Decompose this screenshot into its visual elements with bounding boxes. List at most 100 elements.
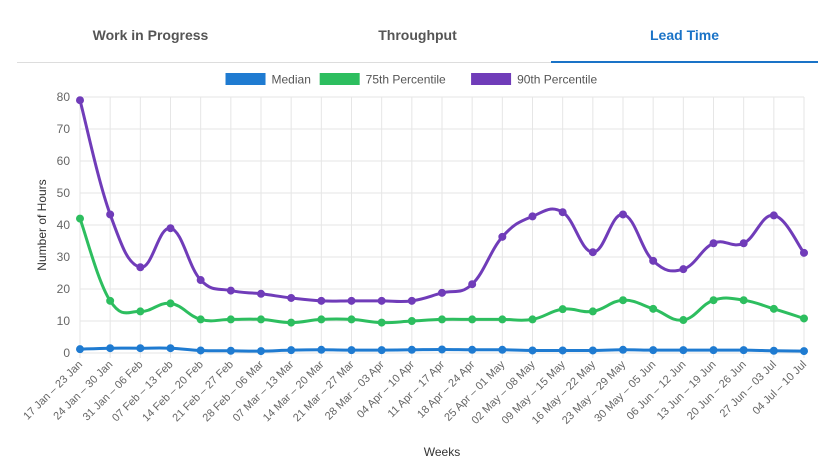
data-point-90th-percentile[interactable] [468, 280, 477, 289]
data-point-75th-percentile[interactable] [257, 315, 265, 324]
y-tick-label: 40 [57, 218, 71, 232]
data-point-75th-percentile[interactable] [287, 318, 296, 327]
data-point-median[interactable] [166, 344, 175, 353]
tab-work-in-progress[interactable]: Work in Progress [92, 27, 209, 43]
data-point-median[interactable] [196, 346, 205, 355]
data-point-median[interactable] [317, 345, 326, 354]
data-point-75th-percentile[interactable] [679, 316, 688, 325]
y-tick-label: 80 [57, 90, 71, 104]
tab-bar: Work in Progress Throughput Lead Time [17, 0, 818, 63]
data-point-90th-percentile[interactable] [136, 263, 145, 272]
data-point-75th-percentile[interactable] [136, 307, 145, 316]
data-point-median[interactable] [76, 345, 84, 354]
data-point-median[interactable] [407, 345, 416, 354]
data-point-90th-percentile[interactable] [800, 248, 808, 257]
data-point-75th-percentile[interactable] [619, 296, 627, 305]
data-point-90th-percentile[interactable] [347, 296, 356, 305]
data-point-75th-percentile[interactable] [438, 315, 446, 324]
data-point-median[interactable] [257, 347, 265, 356]
data-point-median[interactable] [739, 346, 748, 355]
data-point-median[interactable] [377, 346, 386, 355]
data-point-90th-percentile[interactable] [588, 248, 597, 257]
y-axis-ticks: 0 10 20 30 40 50 60 70 80 [57, 90, 71, 360]
data-point-median[interactable] [769, 346, 778, 355]
data-point-median[interactable] [226, 346, 235, 355]
data-point-90th-percentile[interactable] [679, 265, 688, 274]
legend-swatch-median[interactable] [225, 73, 266, 85]
data-point-75th-percentile[interactable] [106, 296, 115, 305]
data-point-90th-percentile[interactable] [438, 288, 446, 297]
data-point-median[interactable] [528, 346, 537, 355]
data-point-75th-percentile[interactable] [468, 315, 477, 324]
data-point-median[interactable] [588, 346, 597, 355]
data-point-median[interactable] [468, 345, 477, 354]
data-point-75th-percentile[interactable] [588, 307, 597, 316]
data-point-90th-percentile[interactable] [257, 289, 265, 298]
data-point-90th-percentile[interactable] [498, 232, 507, 241]
legend-swatch-90th-percentile[interactable] [471, 73, 512, 85]
chart-legend: Median 75th Percentile 90th Percentile [225, 73, 597, 87]
tab-throughput[interactable]: Throughput [378, 27, 457, 43]
data-point-90th-percentile[interactable] [619, 210, 627, 219]
data-point-75th-percentile[interactable] [377, 318, 386, 327]
data-point-90th-percentile[interactable] [649, 256, 658, 265]
y-tick-label: 30 [57, 250, 71, 264]
data-point-90th-percentile[interactable] [76, 96, 84, 105]
data-point-75th-percentile[interactable] [407, 317, 416, 325]
data-point-90th-percentile[interactable] [106, 210, 115, 219]
data-point-median[interactable] [287, 346, 296, 355]
data-point-90th-percentile[interactable] [226, 286, 235, 295]
data-point-75th-percentile[interactable] [166, 299, 175, 308]
y-axis-label: Number of Hours [35, 179, 49, 270]
legend-label-median[interactable]: Median [272, 73, 311, 87]
data-point-75th-percentile[interactable] [76, 214, 84, 223]
data-point-75th-percentile[interactable] [317, 315, 326, 324]
y-tick-label: 50 [57, 186, 71, 200]
data-point-75th-percentile[interactable] [196, 315, 205, 324]
data-point-90th-percentile[interactable] [739, 239, 748, 248]
data-point-75th-percentile[interactable] [347, 315, 356, 324]
data-point-90th-percentile[interactable] [166, 224, 175, 233]
data-point-75th-percentile[interactable] [528, 315, 537, 324]
data-point-median[interactable] [649, 346, 658, 355]
y-tick-label: 60 [57, 154, 71, 168]
data-point-median[interactable] [709, 346, 718, 355]
data-point-median[interactable] [106, 344, 115, 353]
data-point-75th-percentile[interactable] [800, 314, 808, 323]
y-tick-label: 10 [57, 314, 71, 328]
data-point-90th-percentile[interactable] [407, 296, 416, 305]
data-point-median[interactable] [438, 345, 446, 354]
legend-swatch-75th-percentile[interactable] [319, 73, 360, 85]
data-point-median[interactable] [136, 344, 145, 353]
data-point-90th-percentile[interactable] [317, 296, 326, 305]
data-point-median[interactable] [558, 346, 567, 355]
data-point-median[interactable] [619, 345, 627, 354]
chart-series [76, 96, 808, 356]
data-point-median[interactable] [679, 346, 688, 355]
data-point-90th-percentile[interactable] [709, 239, 718, 248]
x-axis-label: Weeks [424, 445, 460, 459]
data-point-90th-percentile[interactable] [287, 293, 296, 302]
x-tick-label: 04 Jul – 10 Jul [750, 359, 809, 418]
legend-label-75th-percentile[interactable]: 75th Percentile [366, 73, 446, 87]
data-point-75th-percentile[interactable] [558, 305, 567, 314]
tab-lead-time[interactable]: Lead Time [551, 0, 818, 63]
data-point-median[interactable] [498, 345, 507, 354]
data-point-75th-percentile[interactable] [226, 315, 235, 324]
data-point-median[interactable] [800, 347, 808, 356]
data-point-75th-percentile[interactable] [649, 304, 658, 313]
data-point-median[interactable] [347, 346, 356, 355]
data-point-75th-percentile[interactable] [709, 296, 718, 305]
data-point-90th-percentile[interactable] [769, 211, 778, 220]
legend-label-90th-percentile[interactable]: 90th Percentile [517, 73, 597, 87]
y-tick-label: 0 [63, 346, 70, 360]
lead-time-chart: Median 75th Percentile 90th Percentile 0 10… [21, 73, 809, 460]
data-point-90th-percentile[interactable] [196, 276, 205, 285]
data-point-75th-percentile[interactable] [498, 315, 507, 324]
data-point-75th-percentile[interactable] [739, 296, 748, 305]
data-point-90th-percentile[interactable] [528, 212, 537, 221]
data-point-90th-percentile[interactable] [558, 208, 567, 217]
data-point-90th-percentile[interactable] [377, 296, 386, 305]
data-point-75th-percentile[interactable] [769, 304, 778, 313]
